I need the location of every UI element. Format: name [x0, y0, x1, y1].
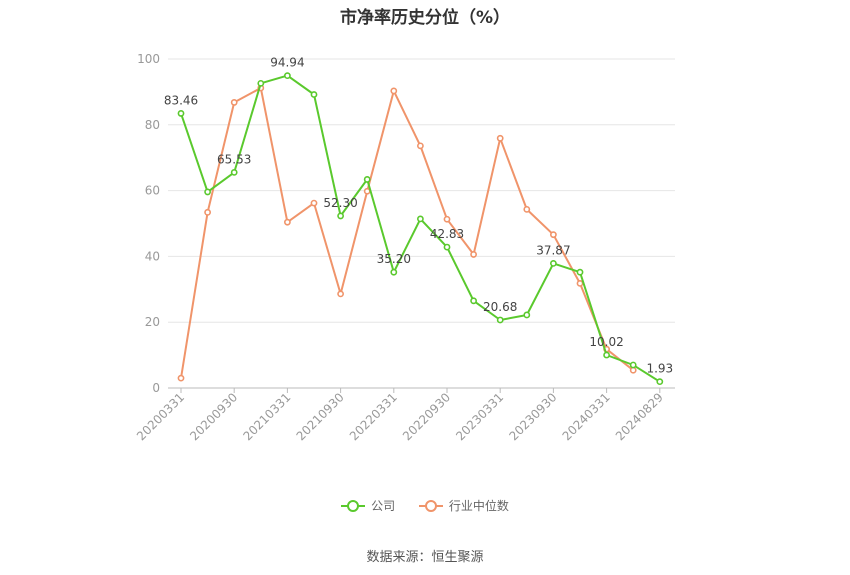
data-point	[337, 212, 344, 220]
data-point	[337, 290, 344, 298]
data-point	[257, 79, 265, 87]
legend-swatch-company	[341, 499, 366, 513]
data-point	[283, 72, 291, 80]
data-point	[283, 218, 291, 226]
legend-swatch-industry-median	[418, 499, 443, 513]
chart-title: 市净率历史分位（%）	[339, 8, 511, 28]
data-point	[177, 374, 185, 382]
x-tick-label: 20200331	[134, 390, 187, 443]
y-tick-label: 80	[145, 118, 160, 132]
legend-item-company[interactable]: 公司	[341, 497, 395, 514]
data-point	[310, 91, 318, 98]
series-lines	[177, 72, 664, 386]
data-point	[443, 215, 451, 223]
y-tick-label: 100	[137, 52, 160, 66]
legend: 公司 行业中位数	[0, 497, 850, 516]
data-point	[204, 208, 211, 216]
data-point	[363, 176, 371, 183]
x-tick-label: 20220331	[347, 390, 400, 443]
data-label: 52.30	[323, 196, 357, 210]
data-label: 1.93	[646, 362, 673, 376]
data-label: 83.46	[164, 93, 198, 107]
data-point	[496, 134, 504, 142]
series-line-company	[180, 74, 661, 383]
data-point	[204, 188, 211, 196]
x-tick-label: 20240331	[560, 390, 613, 443]
data-label: 35.20	[377, 252, 411, 266]
data-point	[230, 99, 238, 106]
data-point	[656, 378, 664, 386]
data-point	[603, 351, 610, 359]
data-point	[523, 205, 531, 213]
x-tick-label: 20240829	[613, 390, 666, 443]
data-point	[496, 316, 504, 324]
data-point	[177, 110, 185, 117]
data-label: 10.02	[589, 335, 623, 349]
grid-lines	[168, 58, 675, 323]
data-label: 20.68	[483, 300, 517, 314]
y-tick-label: 0	[152, 381, 160, 395]
data-point	[629, 361, 637, 369]
y-tick-label: 60	[145, 184, 160, 198]
data-point	[416, 142, 424, 150]
data-point	[629, 366, 637, 374]
data-labels: 83.46 65.53 94.94 52.30 35.20 42.83 20.68 37.87…	[164, 56, 673, 376]
legend-label-industry-median: 行业中位数	[448, 499, 509, 513]
data-label: 94.94	[270, 56, 304, 70]
legend-label-company: 公司	[371, 499, 396, 513]
data-point	[523, 311, 531, 319]
axes: 0 20 40 60 80 100 20200331 20200930 20210331 2021…	[134, 52, 675, 443]
x-tick-label: 20210331	[240, 390, 293, 443]
x-tick-label: 20210930	[294, 390, 347, 443]
x-tick-label: 20220930	[400, 390, 453, 443]
x-tick-label: 20230331	[453, 390, 506, 443]
data-point	[416, 215, 424, 223]
data-point	[443, 243, 451, 251]
data-point	[576, 268, 584, 276]
data-point	[310, 199, 318, 207]
data-point	[390, 268, 398, 276]
y-tick-label: 40	[145, 249, 160, 263]
data-point	[470, 251, 477, 258]
data-point	[470, 297, 477, 305]
x-tick-label: 20200930	[187, 390, 240, 443]
data-label: 42.83	[430, 227, 464, 241]
data-point	[550, 231, 557, 239]
series-line-industry-median	[180, 87, 634, 379]
y-tick-label: 20	[145, 315, 160, 329]
legend-item-industry-median[interactable]: 行业中位数	[418, 497, 509, 514]
data-label: 65.53	[217, 152, 251, 166]
data-point	[390, 87, 398, 95]
data-point	[576, 279, 584, 287]
source-note: 数据来源：恒生聚源	[366, 550, 484, 565]
data-point	[550, 260, 557, 267]
data-label: 37.87	[536, 243, 570, 257]
x-tick-label: 20230930	[506, 390, 559, 443]
data-point	[230, 169, 238, 176]
data-point	[363, 187, 371, 195]
